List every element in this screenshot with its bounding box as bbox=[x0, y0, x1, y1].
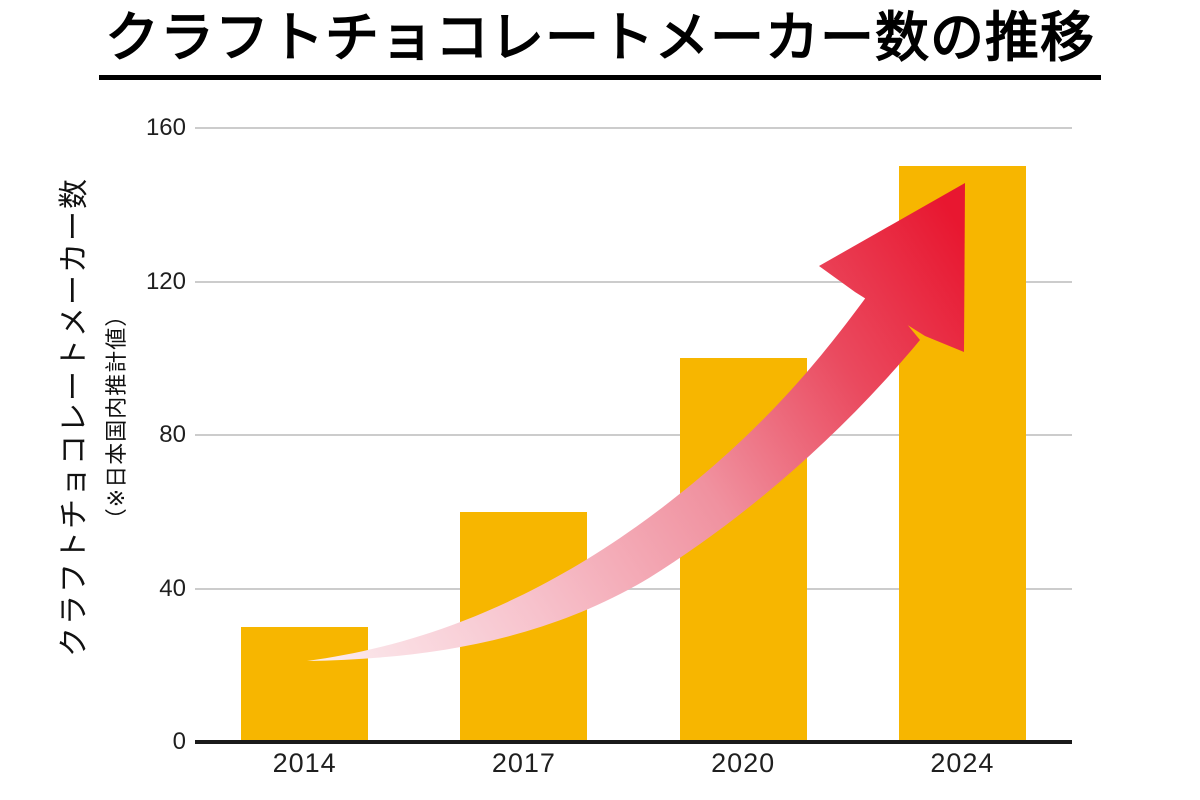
y-tick-label-40: 40 bbox=[159, 574, 186, 602]
chart-title: クラフトチョコレートメーカー数の推移 bbox=[99, 6, 1101, 80]
x-axis-tick-labels: 2014 2017 2020 2024 bbox=[195, 748, 1072, 779]
x-axis-line bbox=[195, 740, 1072, 744]
gridline-160 bbox=[195, 127, 1072, 129]
x-tick-label-2024: 2024 bbox=[930, 748, 995, 778]
plot-area bbox=[195, 127, 1072, 742]
y-tick-label-160: 160 bbox=[145, 114, 186, 141]
y-axis-label-main: クラフトチョコレートメーカー数 bbox=[58, 177, 91, 657]
x-tick-label-2014: 2014 bbox=[272, 748, 337, 778]
bar-2020 bbox=[679, 358, 807, 742]
bar-2017 bbox=[460, 511, 588, 742]
gridline-120 bbox=[195, 280, 1072, 283]
bar-2024 bbox=[898, 166, 1026, 742]
y-tick-label-120: 120 bbox=[145, 267, 186, 295]
bar-series bbox=[195, 128, 1072, 742]
bar-2014 bbox=[241, 626, 369, 742]
y-tick-label-80: 80 bbox=[159, 421, 186, 448]
y-axis-tick-labels: 0 40 80 120 160 bbox=[110, 114, 186, 755]
x-tick-label-2017: 2017 bbox=[491, 748, 556, 778]
x-tick-label-2020: 2020 bbox=[711, 748, 776, 778]
chart-header: クラフトチョコレートメーカー数の推移 bbox=[0, 6, 1200, 80]
y-tick-label-0: 0 bbox=[172, 728, 186, 755]
